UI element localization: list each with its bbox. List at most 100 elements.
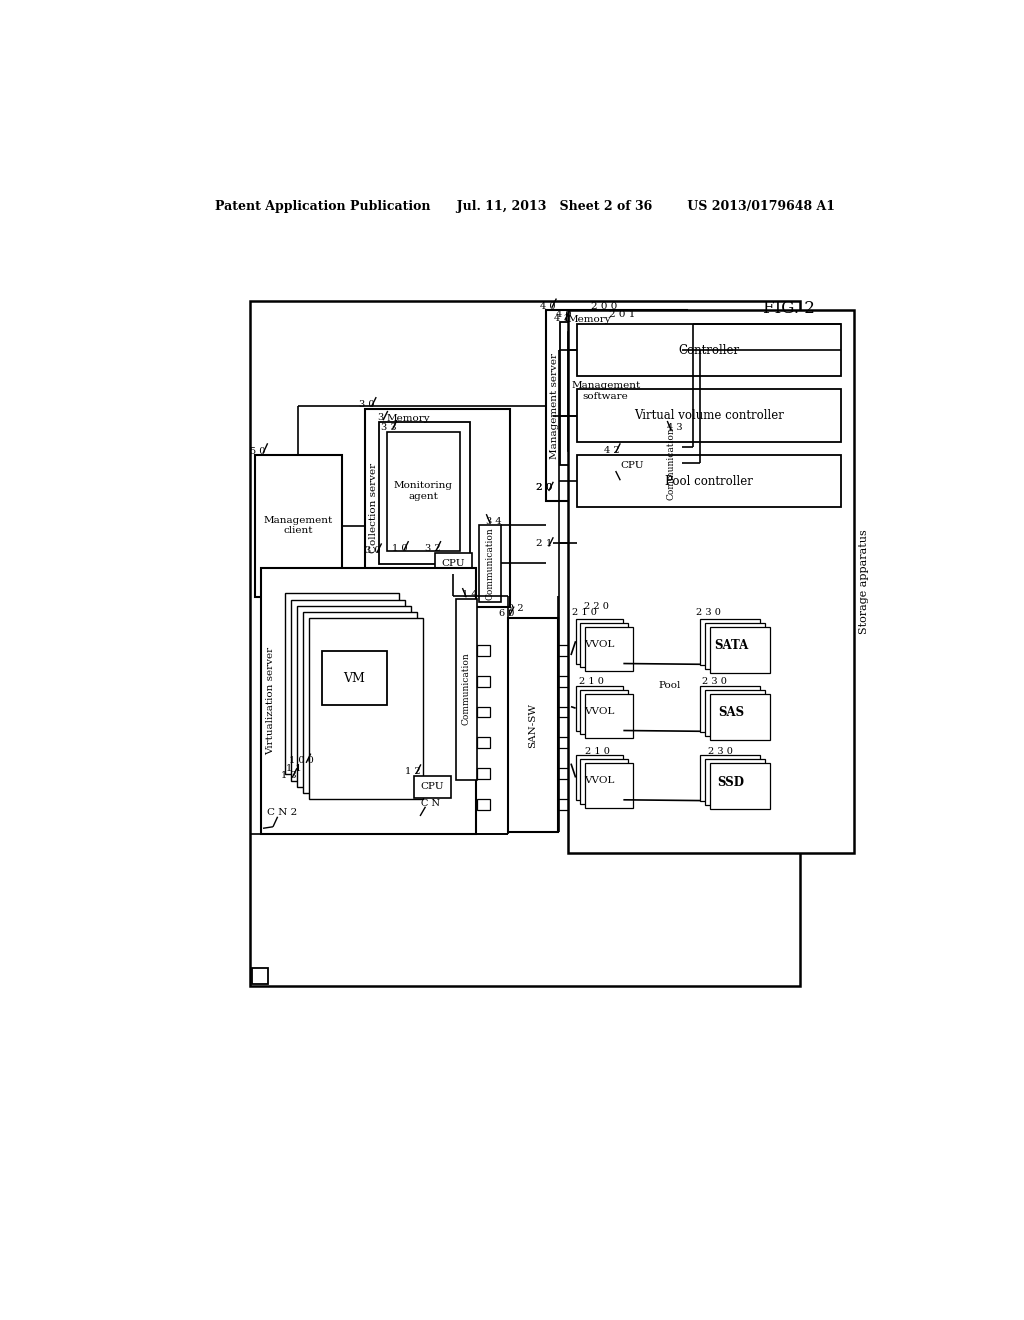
Text: 4 3: 4 3 bbox=[668, 424, 683, 433]
Bar bbox=[705, 689, 765, 737]
Text: Management
software: Management software bbox=[571, 381, 640, 401]
Bar bbox=[309, 618, 423, 799]
Text: 1 4: 1 4 bbox=[462, 590, 478, 599]
Text: Monitoring
agent: Monitoring agent bbox=[393, 482, 453, 500]
Text: 3 0: 3 0 bbox=[359, 400, 375, 409]
Text: 2 3 0: 2 3 0 bbox=[708, 747, 733, 756]
Text: 1 0: 1 0 bbox=[392, 544, 408, 553]
Text: FIG. 2: FIG. 2 bbox=[763, 300, 815, 317]
Text: Storage apparatus: Storage apparatus bbox=[858, 529, 868, 634]
Bar bbox=[578, 455, 841, 507]
Bar bbox=[322, 651, 387, 705]
Bar bbox=[558, 799, 571, 809]
Bar bbox=[479, 525, 501, 602]
Text: 2 1 0: 2 1 0 bbox=[585, 747, 609, 756]
Text: CPU: CPU bbox=[421, 783, 444, 791]
Bar bbox=[379, 422, 470, 564]
Text: Management
client: Management client bbox=[264, 516, 333, 536]
Text: Memory: Memory bbox=[567, 315, 610, 323]
Bar bbox=[700, 619, 761, 665]
Bar bbox=[700, 686, 761, 733]
Text: 3: 3 bbox=[378, 413, 384, 422]
Text: C N 2: C N 2 bbox=[267, 808, 297, 817]
Bar bbox=[456, 599, 477, 780]
Bar bbox=[558, 738, 571, 748]
Text: Communication: Communication bbox=[667, 426, 676, 500]
Bar bbox=[297, 606, 411, 787]
Bar bbox=[477, 738, 490, 748]
Bar bbox=[366, 409, 510, 607]
Text: SSD: SSD bbox=[718, 776, 744, 788]
Text: 6 0: 6 0 bbox=[499, 609, 514, 618]
Text: CPU: CPU bbox=[441, 558, 465, 568]
Text: Collection server: Collection server bbox=[370, 463, 379, 553]
Bar bbox=[581, 623, 628, 668]
Text: Virtualization server: Virtualization server bbox=[266, 647, 275, 755]
Bar bbox=[660, 432, 682, 495]
Bar bbox=[560, 322, 652, 465]
Bar bbox=[568, 310, 854, 853]
Text: VVOL: VVOL bbox=[585, 776, 614, 785]
Bar bbox=[575, 619, 624, 664]
Text: Communication: Communication bbox=[485, 527, 495, 599]
Bar bbox=[585, 763, 633, 808]
Bar bbox=[261, 568, 475, 834]
Text: CPU: CPU bbox=[621, 461, 644, 470]
Bar bbox=[558, 676, 571, 686]
Text: 4 0: 4 0 bbox=[540, 302, 556, 310]
Bar bbox=[581, 689, 628, 734]
Text: 2 2: 2 2 bbox=[508, 605, 523, 614]
Bar bbox=[558, 768, 571, 779]
Text: 2 0: 2 0 bbox=[536, 483, 552, 492]
Text: Pool: Pool bbox=[658, 681, 681, 690]
Text: 4 1: 4 1 bbox=[554, 314, 569, 323]
Text: 1 1: 1 1 bbox=[286, 764, 302, 772]
Text: SAN-SW: SAN-SW bbox=[528, 702, 537, 747]
Text: 3 4: 3 4 bbox=[486, 517, 502, 527]
Bar bbox=[303, 612, 417, 793]
Text: 3 2: 3 2 bbox=[425, 544, 441, 553]
Text: 2 0: 2 0 bbox=[536, 483, 552, 492]
Bar bbox=[585, 693, 633, 738]
Bar bbox=[285, 594, 398, 775]
Bar bbox=[575, 755, 624, 800]
Text: Pool controller: Pool controller bbox=[665, 474, 753, 487]
Text: 4 0: 4 0 bbox=[556, 310, 571, 319]
Text: Patent Application Publication      Jul. 11, 2013   Sheet 2 of 36        US 2013: Patent Application Publication Jul. 11, … bbox=[215, 199, 835, 213]
Text: VM: VM bbox=[343, 672, 365, 685]
Text: Management server: Management server bbox=[550, 352, 559, 458]
Bar bbox=[710, 693, 770, 739]
Text: 2 1 0: 2 1 0 bbox=[579, 677, 603, 686]
Text: 2 1 0: 2 1 0 bbox=[572, 609, 597, 618]
Bar bbox=[252, 969, 267, 983]
Bar bbox=[710, 627, 770, 673]
Text: 2 2 0: 2 2 0 bbox=[584, 602, 609, 611]
Text: SAS: SAS bbox=[718, 706, 744, 719]
Bar bbox=[581, 759, 628, 804]
Text: C N: C N bbox=[421, 799, 440, 808]
Text: 1 0 0: 1 0 0 bbox=[289, 756, 314, 766]
Text: 2 3 0: 2 3 0 bbox=[701, 677, 727, 686]
Text: 2 1: 2 1 bbox=[536, 539, 552, 548]
Text: 1 3: 1 3 bbox=[281, 771, 296, 780]
Bar bbox=[614, 455, 651, 477]
Bar bbox=[477, 645, 490, 656]
Bar bbox=[700, 755, 761, 801]
Text: VVOL: VVOL bbox=[585, 640, 614, 648]
Text: 5 0: 5 0 bbox=[250, 446, 265, 455]
Bar bbox=[568, 331, 643, 451]
Text: SATA: SATA bbox=[714, 639, 749, 652]
Text: 2 0 1: 2 0 1 bbox=[608, 310, 635, 319]
Bar bbox=[508, 618, 558, 832]
Bar bbox=[578, 323, 841, 376]
Bar bbox=[477, 676, 490, 686]
Bar bbox=[710, 763, 770, 809]
Bar bbox=[705, 623, 765, 669]
Text: 4 2: 4 2 bbox=[604, 446, 620, 454]
Bar bbox=[414, 776, 451, 797]
Bar bbox=[435, 553, 472, 574]
Text: VVOL: VVOL bbox=[585, 706, 614, 715]
Text: 3 3: 3 3 bbox=[381, 424, 396, 433]
Text: Controller: Controller bbox=[678, 343, 739, 356]
Text: Memory: Memory bbox=[386, 414, 430, 424]
